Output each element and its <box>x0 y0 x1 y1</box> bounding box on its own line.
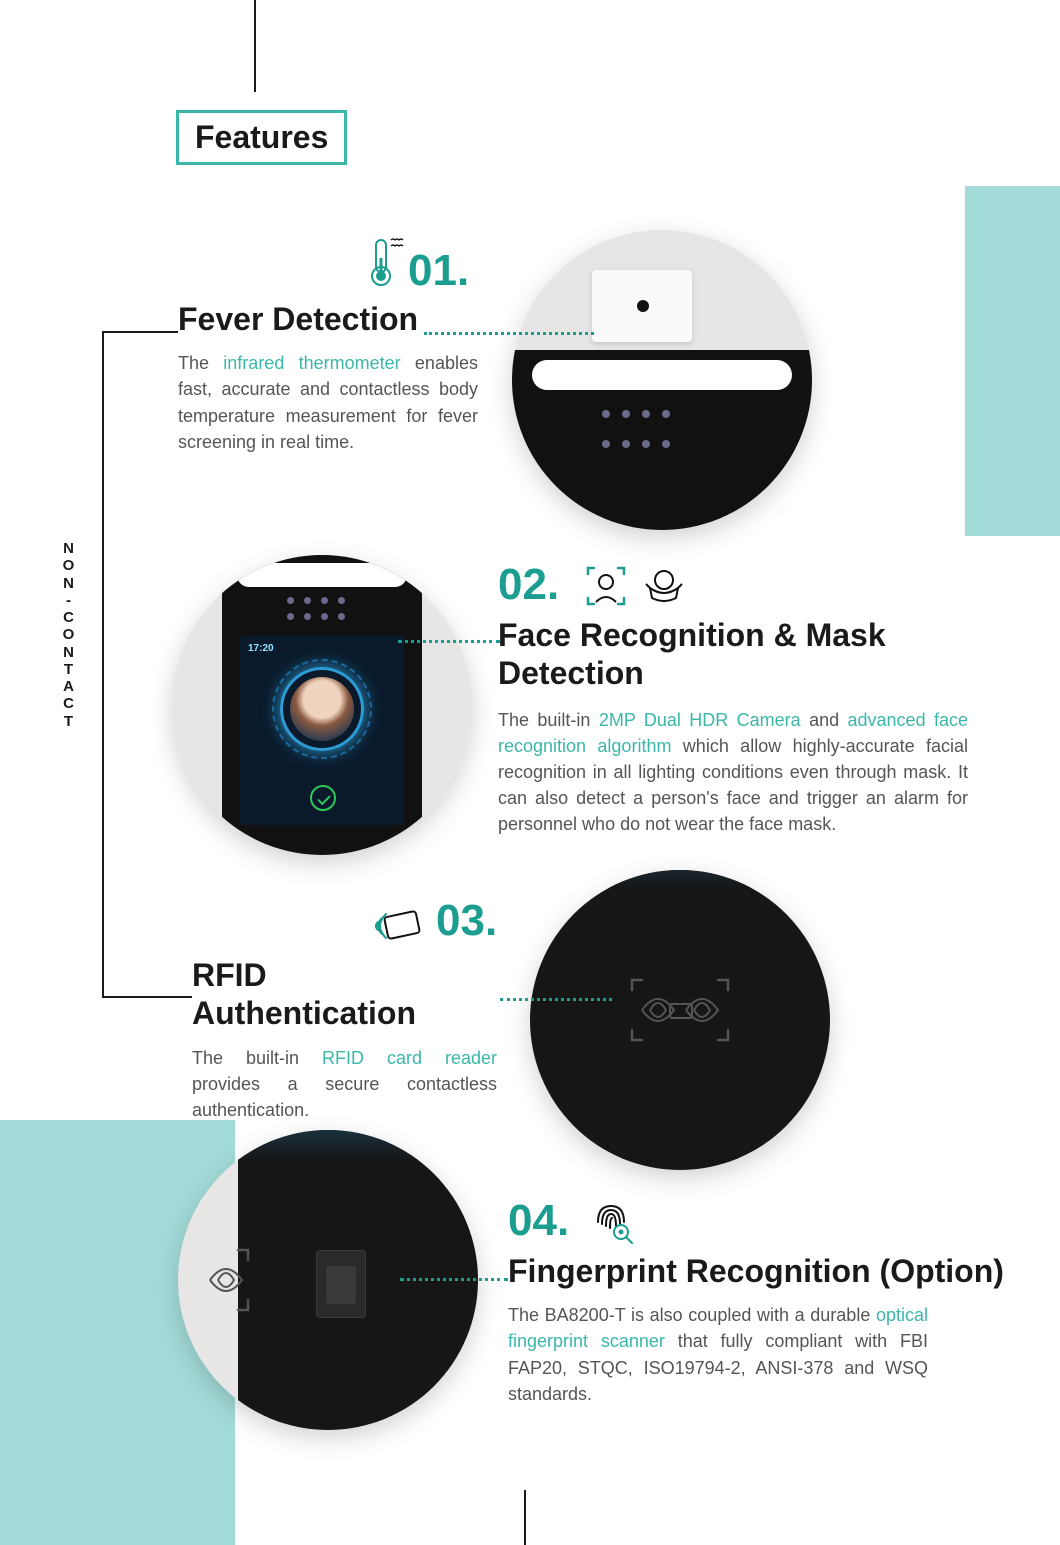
feature-03-image <box>530 870 830 1170</box>
feature-02-image: 17:20 <box>172 555 472 855</box>
feature-03-number: 03. <box>436 896 497 946</box>
bracket-line-bottom <box>102 996 192 998</box>
accent-block-right <box>965 186 1060 536</box>
feature-02-number: 02. <box>498 560 559 610</box>
section-heading: Features <box>195 119 328 155</box>
bracket-line-top <box>102 331 178 333</box>
face-icon <box>582 562 630 610</box>
feature-04-title: Fingerprint Recognition (Option) <box>508 1252 1008 1290</box>
mask-icon <box>640 562 688 610</box>
feature-04-number: 04. <box>508 1196 569 1246</box>
feature-02-title: Face Recognition & Mask Detection <box>498 616 968 693</box>
feature-01-image <box>512 230 812 530</box>
fingerprint-icon <box>588 1198 634 1244</box>
vertical-label-non-contact: NON-CONTACT <box>62 540 78 730</box>
bracket-line-v <box>102 331 104 998</box>
feature-03-body: The built-in RFID card reader provides a… <box>192 1045 497 1123</box>
feature-02-body: The built-in 2MP Dual HDR Camera and adv… <box>498 707 968 837</box>
feature-04-body: The BA8200-T is also coupled with a dura… <box>508 1302 928 1406</box>
section-heading-box: Features <box>176 110 347 165</box>
connector-dots-02 <box>398 640 500 643</box>
thermometer-icon <box>368 236 408 288</box>
feature-03-title: RFID Authentication <box>192 956 497 1033</box>
connector-dots-04 <box>400 1278 508 1281</box>
feature-01-body: The infrared thermometer enables fast, a… <box>178 350 478 454</box>
rfid-card-icon <box>370 900 428 948</box>
connector-dots-03 <box>500 998 612 1001</box>
feature-01-title: Fever Detection <box>178 300 478 338</box>
decorative-vertical-line-bottom <box>524 1490 526 1545</box>
feature-01-number: 01. <box>408 246 469 296</box>
decorative-vertical-line-top <box>254 0 256 92</box>
